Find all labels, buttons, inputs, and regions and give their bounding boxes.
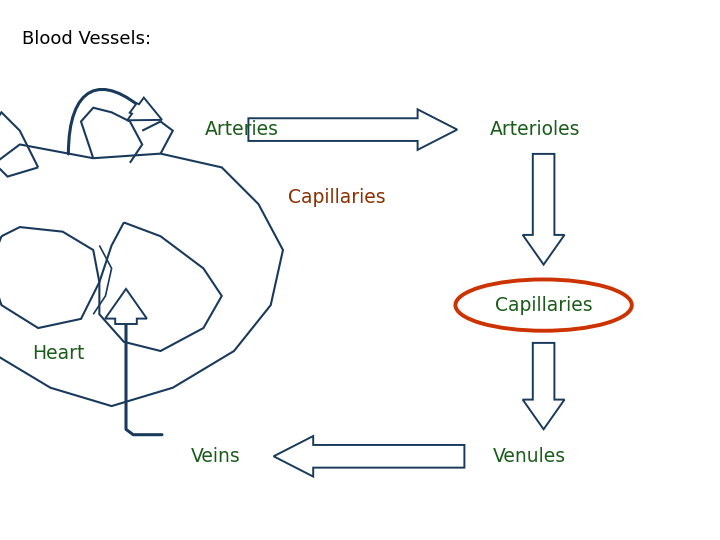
Ellipse shape xyxy=(456,280,632,330)
Text: Arteries: Arteries xyxy=(205,120,279,139)
Text: Veins: Veins xyxy=(191,447,240,466)
Polygon shape xyxy=(523,343,564,429)
Polygon shape xyxy=(523,154,564,265)
Polygon shape xyxy=(248,109,457,150)
Text: Capillaries: Capillaries xyxy=(495,295,593,315)
Polygon shape xyxy=(105,289,147,324)
Polygon shape xyxy=(274,436,464,477)
Text: Heart: Heart xyxy=(32,344,85,363)
Text: Arterioles: Arterioles xyxy=(490,120,580,139)
Text: Venules: Venules xyxy=(493,447,567,466)
Text: Blood Vessels:: Blood Vessels: xyxy=(22,30,150,48)
Polygon shape xyxy=(127,98,162,120)
Text: Capillaries: Capillaries xyxy=(288,187,386,207)
